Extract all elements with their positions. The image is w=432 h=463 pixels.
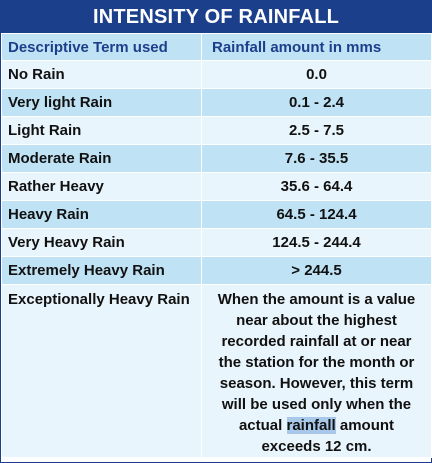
term-cell: Extremely Heavy Rain — [1, 256, 202, 285]
description-text-end[interactable]: amount exceeds 12 cm. — [261, 417, 395, 455]
table-row: Very light Rain 0.1 - 2.4 — [1, 88, 432, 117]
term-cell: Very Heavy Rain — [1, 228, 202, 257]
term-cell: Light Rain — [1, 116, 202, 145]
table-title: INTENSITY OF RAINFALL — [1, 1, 431, 33]
amount-cell: > 244.5 — [201, 256, 432, 285]
term-cell: Very light Rain — [1, 88, 202, 117]
term-cell: Rather Heavy — [1, 172, 202, 201]
amount-cell: 0.1 - 2.4 — [201, 88, 432, 117]
selected-text-highlight[interactable]: rainfall — [286, 417, 336, 434]
table-row: Rather Heavy 35.6 - 64.4 — [1, 172, 432, 201]
table-row: Heavy Rain 64.5 - 124.4 — [1, 200, 432, 229]
amount-cell: 124.5 - 244.4 — [201, 228, 432, 257]
table-row: No Rain 0.0 — [1, 60, 432, 89]
description-text-start[interactable]: When the amount is a value near about th… — [217, 291, 416, 434]
term-cell: Moderate Rain — [1, 144, 202, 173]
table-row: Very Heavy Rain 124.5 - 244.4 — [1, 228, 432, 257]
amount-cell: 0.0 — [201, 60, 432, 89]
amount-cell: 35.6 - 64.4 — [201, 172, 432, 201]
table-row: Moderate Rain 7.6 - 35.5 — [1, 144, 432, 173]
header-amount: Rainfall amount in mms — [201, 33, 432, 61]
term-cell: Exceptionally Heavy Rain — [1, 284, 202, 458]
table-row: Light Rain 2.5 - 7.5 — [1, 116, 432, 145]
amount-cell: 7.6 - 35.5 — [201, 144, 432, 173]
table-row-exceptional: Exceptionally Heavy Rain When the amount… — [1, 284, 432, 458]
term-cell: No Rain — [1, 60, 202, 89]
rainfall-table: Descriptive Term used Rainfall amount in… — [1, 33, 432, 458]
header-row: Descriptive Term used Rainfall amount in… — [1, 33, 432, 61]
table-row: Extremely Heavy Rain > 244.5 — [1, 256, 432, 285]
amount-cell: 2.5 - 7.5 — [201, 116, 432, 145]
amount-description-cell[interactable]: When the amount is a value near about th… — [201, 284, 432, 458]
amount-cell: 64.5 - 124.4 — [201, 200, 432, 229]
header-term: Descriptive Term used — [1, 33, 202, 61]
term-cell: Heavy Rain — [1, 200, 202, 229]
